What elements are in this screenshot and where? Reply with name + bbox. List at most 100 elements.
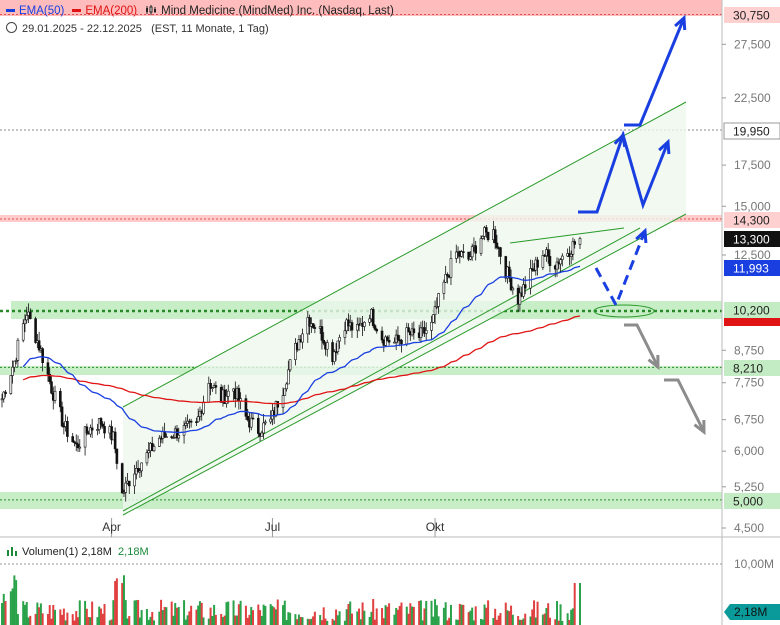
- volume-bar: [108, 620, 111, 625]
- candle-body: [25, 315, 29, 321]
- volume-bar: [467, 612, 470, 625]
- volume-bar: [359, 619, 362, 625]
- volume-bar: [579, 583, 581, 625]
- volume-bar: [269, 604, 272, 625]
- volume-bar: [128, 615, 131, 625]
- volume-bar: [534, 617, 537, 625]
- legend-instrument-label: Mind Medicine (MindMed) Inc. (Nasdaq, La…: [161, 5, 394, 17]
- volume-bar: [536, 601, 539, 625]
- volume-bar: [485, 607, 488, 625]
- y-tick-label: 7,750: [734, 376, 764, 390]
- legend-ema50[interactable]: EMA(50): [6, 5, 64, 17]
- volume-bar: [384, 605, 387, 625]
- volume-bar: [264, 605, 267, 625]
- channel-inner-line: [122, 227, 641, 512]
- volume-bar: [149, 616, 152, 625]
- clock-icon: [6, 22, 17, 33]
- volume-bar: [175, 607, 178, 625]
- volume-bar: [87, 617, 90, 625]
- candle-body: [196, 416, 200, 423]
- volume-bar: [449, 604, 452, 625]
- volume-bar: [257, 604, 260, 625]
- volume-bar: [381, 608, 384, 625]
- volume-bar: [423, 608, 426, 625]
- volume-bar: [11, 588, 14, 625]
- candle-body: [198, 410, 202, 417]
- candle-body: [454, 251, 458, 259]
- legend-instrument[interactable]: Mind Medicine (MindMed) Inc. (Nasdaq, La…: [145, 5, 394, 17]
- candle-body: [546, 249, 550, 257]
- candle-body: [48, 373, 52, 383]
- volume-bar: [124, 600, 127, 625]
- candle-body: [225, 396, 228, 404]
- legend-ema200[interactable]: EMA(200): [72, 5, 137, 17]
- volume-bar: [186, 615, 189, 625]
- candle-body: [430, 321, 433, 331]
- volume-bar: [209, 607, 212, 625]
- volume-bar: [324, 618, 327, 625]
- volume-bar: [372, 599, 375, 625]
- candle-body: [11, 366, 14, 376]
- volume-bar: [430, 600, 433, 625]
- volume-bar: [174, 603, 177, 625]
- candle-body: [460, 251, 463, 257]
- volume-bar: [25, 601, 28, 625]
- volume-bar: [99, 608, 102, 625]
- volume-bar: [421, 620, 424, 625]
- candle-body: [400, 339, 403, 345]
- volume-bar: [39, 603, 42, 625]
- volume-bar: [398, 605, 401, 625]
- candle-body: [124, 482, 128, 493]
- candle-body: [431, 314, 435, 323]
- volume-bar: [200, 602, 203, 625]
- candle-body: [113, 431, 117, 450]
- volume-bar: [469, 610, 472, 625]
- y-tick-label: 6,000: [734, 444, 764, 458]
- volume-bar: [140, 610, 143, 625]
- volume-bar: [545, 608, 548, 625]
- candle-body: [50, 381, 53, 394]
- volume-bar: [368, 617, 371, 625]
- candle-body: [541, 255, 545, 268]
- volume-bar: [75, 611, 78, 625]
- volume-bar: [15, 580, 18, 625]
- candle-body: [393, 341, 396, 344]
- volume-bar: [570, 609, 573, 625]
- candle-body: [120, 463, 124, 494]
- volume-bar: [276, 599, 279, 625]
- candle-body: [311, 323, 315, 328]
- volume-bar: [345, 609, 348, 625]
- candle-body: [85, 426, 89, 434]
- volume-bar: [183, 600, 186, 625]
- volume-bar: [138, 617, 141, 625]
- volume-bar: [23, 604, 26, 625]
- candle-body: [493, 229, 497, 244]
- volume-bar: [361, 602, 364, 625]
- volume-bar: [250, 606, 253, 625]
- volume-bar: [52, 604, 55, 625]
- volume-bar: [46, 614, 49, 625]
- candle-body: [16, 339, 20, 361]
- volume-bar: [151, 612, 154, 625]
- price-tag-label: 19,950: [733, 125, 770, 139]
- candle-body: [536, 259, 539, 268]
- volume-bar: [335, 609, 338, 625]
- volume-bar: [73, 620, 76, 625]
- volume-bar: [554, 619, 557, 625]
- volume-bar: [282, 605, 285, 625]
- price-tag-label: 10,200: [733, 304, 770, 318]
- candle-body: [73, 441, 76, 444]
- candlestick-icon: [146, 5, 157, 15]
- volume-bar: [358, 608, 361, 625]
- candle-body: [127, 480, 131, 487]
- volume-bar: [197, 605, 200, 625]
- volume-bar: [520, 619, 523, 625]
- candle-body: [214, 385, 218, 388]
- candle-body: [23, 319, 27, 324]
- volume-bar: [101, 613, 104, 625]
- arrow-head: [613, 131, 627, 148]
- volume-bar: [373, 619, 376, 625]
- arrow-head: [693, 419, 706, 436]
- candle-body: [371, 309, 375, 326]
- legend-ema50-label: EMA(50): [19, 5, 65, 17]
